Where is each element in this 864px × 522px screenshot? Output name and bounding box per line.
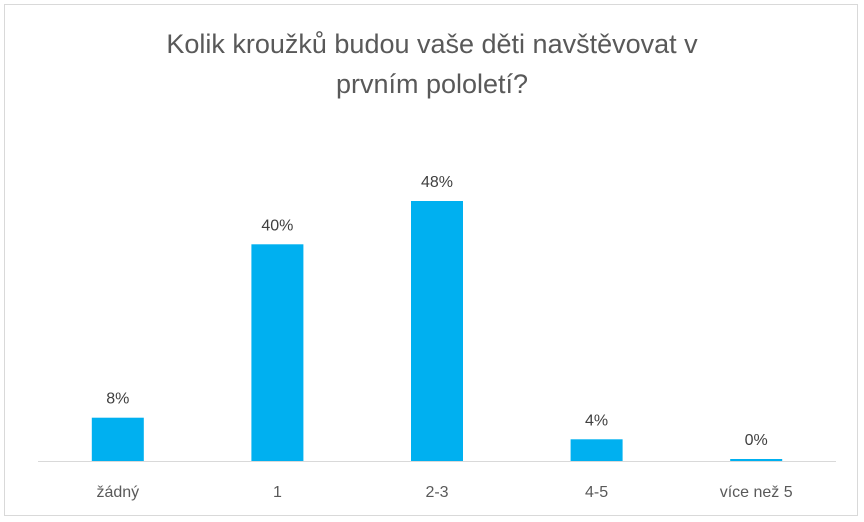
- bar-1: [251, 244, 304, 461]
- data-label-1: 40%: [261, 217, 293, 234]
- data-label-0: 8%: [106, 391, 129, 408]
- data-label-3: 4%: [585, 412, 608, 429]
- x-tick-label-0: žádný: [96, 484, 139, 501]
- bar-2: [411, 201, 463, 461]
- chart-title-line-1: Kolik kroužků budou vaše děti navštěvova…: [166, 29, 698, 59]
- chart-title: Kolik kroužků budou vaše děti navštěvova…: [0, 24, 864, 104]
- bar-4: [730, 459, 783, 461]
- x-tick-label-2: 2-3: [425, 484, 448, 501]
- bar-3: [570, 439, 623, 461]
- data-label-2: 48%: [421, 174, 453, 191]
- chart-title-line-2: prvním pololetí?: [335, 69, 529, 99]
- x-tick-label-3: 4-5: [585, 484, 608, 501]
- x-tick-label-4: více než 5: [720, 484, 793, 501]
- x-tick-label-1: 1: [273, 484, 282, 501]
- bar-0: [91, 417, 144, 461]
- data-label-4: 0%: [745, 432, 768, 449]
